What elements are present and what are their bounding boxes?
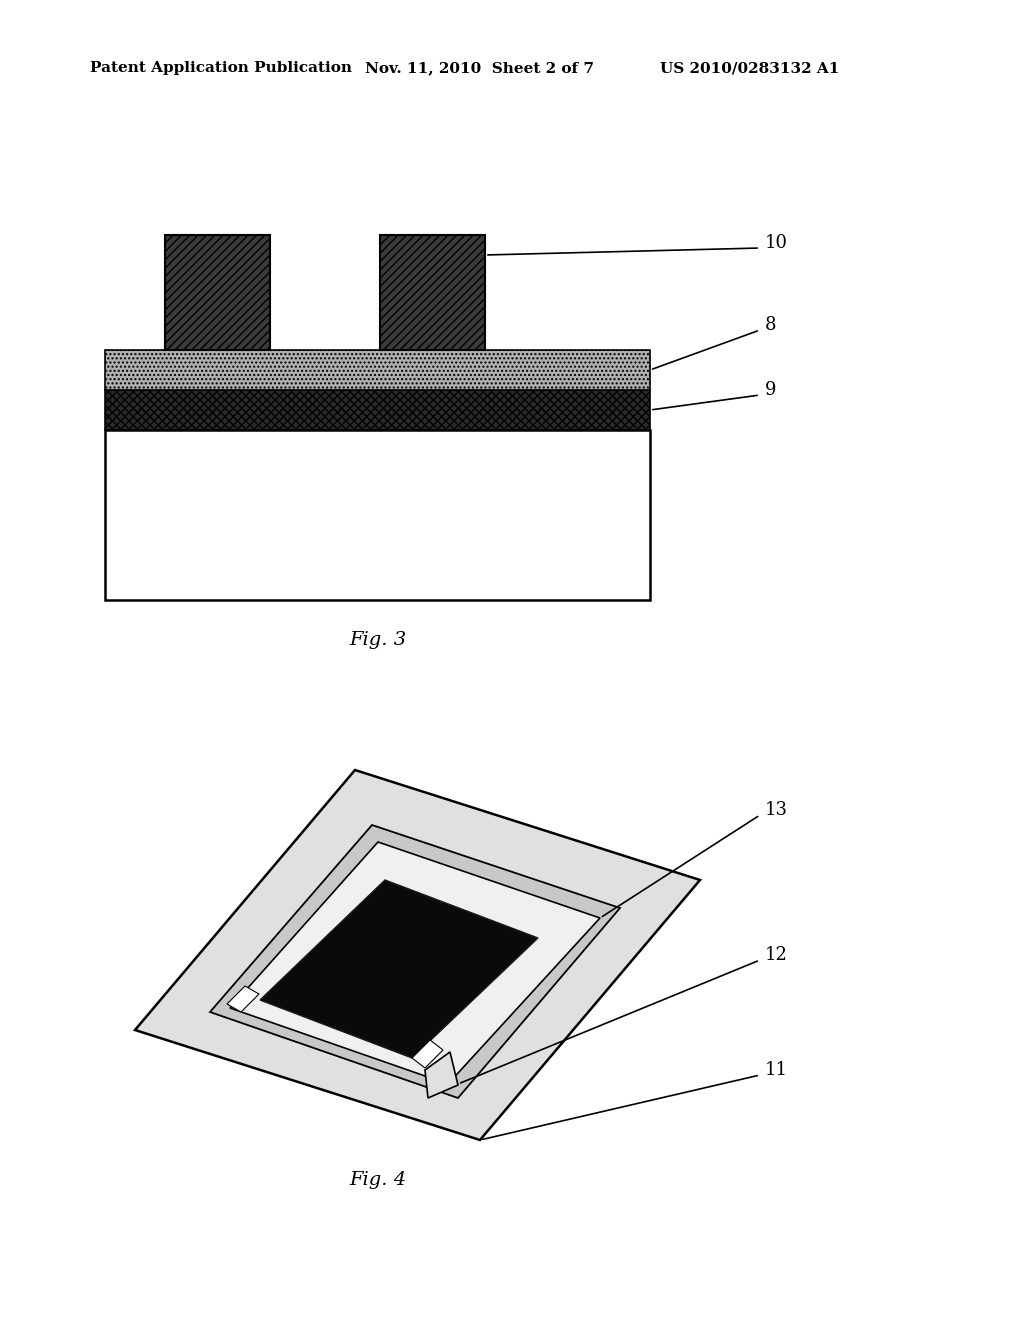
Polygon shape (425, 1052, 458, 1098)
Polygon shape (260, 880, 538, 1059)
Text: 13: 13 (765, 801, 788, 818)
Text: Fig. 3: Fig. 3 (349, 631, 407, 649)
Bar (105, 430, 650, 601)
Bar (105, 350, 650, 389)
Polygon shape (210, 825, 620, 1098)
Text: 8: 8 (765, 315, 776, 334)
Text: Nov. 11, 2010  Sheet 2 of 7: Nov. 11, 2010 Sheet 2 of 7 (365, 61, 594, 75)
Text: Fig. 4: Fig. 4 (349, 1171, 407, 1189)
Polygon shape (412, 1040, 443, 1068)
Text: Patent Application Publication: Patent Application Publication (90, 61, 352, 75)
Bar (165, 235, 270, 350)
Text: US 2010/0283132 A1: US 2010/0283132 A1 (660, 61, 840, 75)
Text: 11: 11 (765, 1061, 788, 1078)
Polygon shape (227, 986, 259, 1012)
Text: 10: 10 (765, 234, 788, 252)
Bar (105, 389, 650, 430)
Polygon shape (135, 770, 700, 1140)
Text: 9: 9 (765, 381, 776, 399)
Bar (380, 235, 485, 350)
Text: 12: 12 (765, 946, 787, 964)
Polygon shape (230, 842, 600, 1084)
